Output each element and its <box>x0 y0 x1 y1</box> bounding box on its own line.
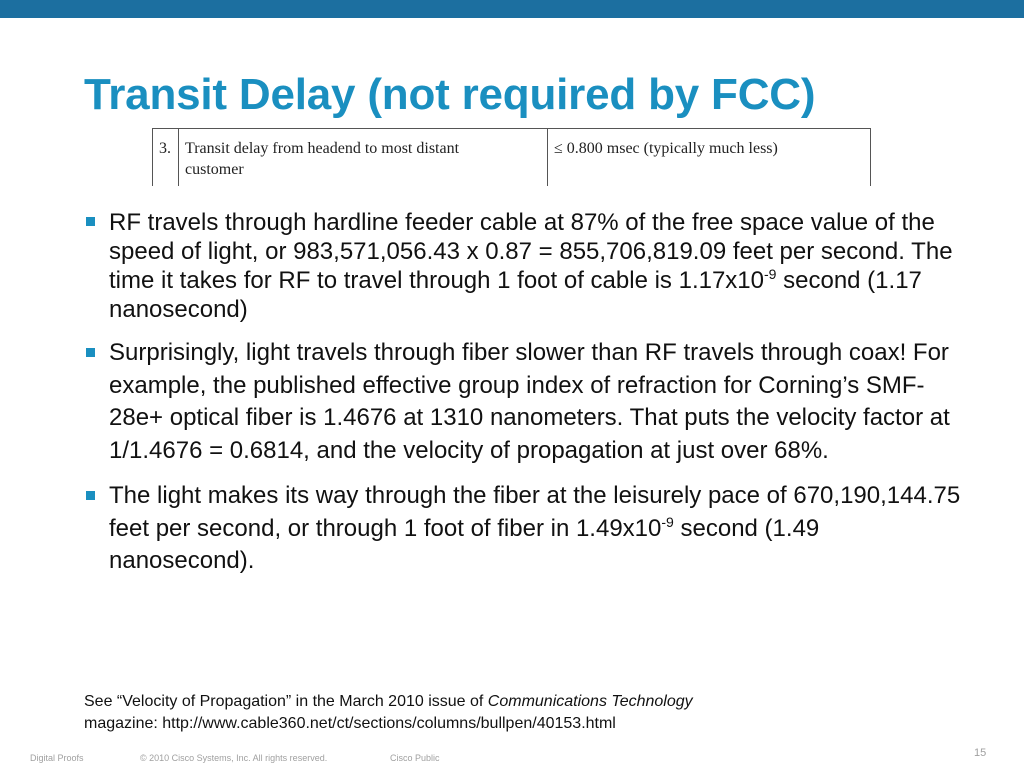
spec-table: 3. Transit delay from headend to most di… <box>152 128 871 186</box>
bullet-square-icon <box>86 348 95 357</box>
bullet-text-end: second (1.17 nanosecond) <box>109 267 922 323</box>
footer-classification: Cisco Public <box>390 753 440 763</box>
bullet-square-icon <box>86 491 95 500</box>
bullet-text: The light makes its way through the fibe… <box>109 482 961 542</box>
bullet-text: RF travels through hardline feeder cable… <box>109 209 953 294</box>
bullet-item: Surprisingly, light travels through fibe… <box>86 337 966 467</box>
footer-copyright: © 2010 Cisco Systems, Inc. All rights re… <box>140 753 328 763</box>
spec-description-line2: customer <box>185 161 244 178</box>
footnote: See “Velocity of Propagation” in the Mar… <box>84 691 944 735</box>
spec-value: ≤ 0.800 msec (typically much less) <box>547 128 871 186</box>
spec-description-line1: Transit delay from headend to most dista… <box>185 140 460 157</box>
exponent: -9 <box>764 266 777 282</box>
table-row: 3. Transit delay from headend to most di… <box>152 128 871 186</box>
bullet-item: The light makes its way through the fibe… <box>86 480 966 578</box>
footer-label: Digital Proofs <box>30 753 84 763</box>
page-number: 15 <box>974 747 987 759</box>
spec-description: Transit delay from headend to most dista… <box>178 128 548 186</box>
top-accent-bar <box>0 0 1024 18</box>
bullet-item: RF travels through hardline feeder cable… <box>86 208 966 324</box>
slide-title: Transit Delay (not required by FCC) <box>84 70 816 119</box>
bullet-list: RF travels through hardline feeder cable… <box>86 208 966 591</box>
bullet-square-icon <box>86 217 95 226</box>
footnote-publication: Communications Technology <box>487 693 693 710</box>
spec-number: 3. <box>152 128 179 186</box>
bullet-text-end: second (1.49 nanosecond). <box>109 514 820 575</box>
footnote-link[interactable]: magazine: http://www.cable360.net/ct/sec… <box>84 715 616 732</box>
exponent: -9 <box>661 513 674 530</box>
bullet-text: Surprisingly, light travels through fibe… <box>109 339 950 464</box>
footnote-prefix: See “Velocity of Propagation” in the Mar… <box>84 693 488 710</box>
